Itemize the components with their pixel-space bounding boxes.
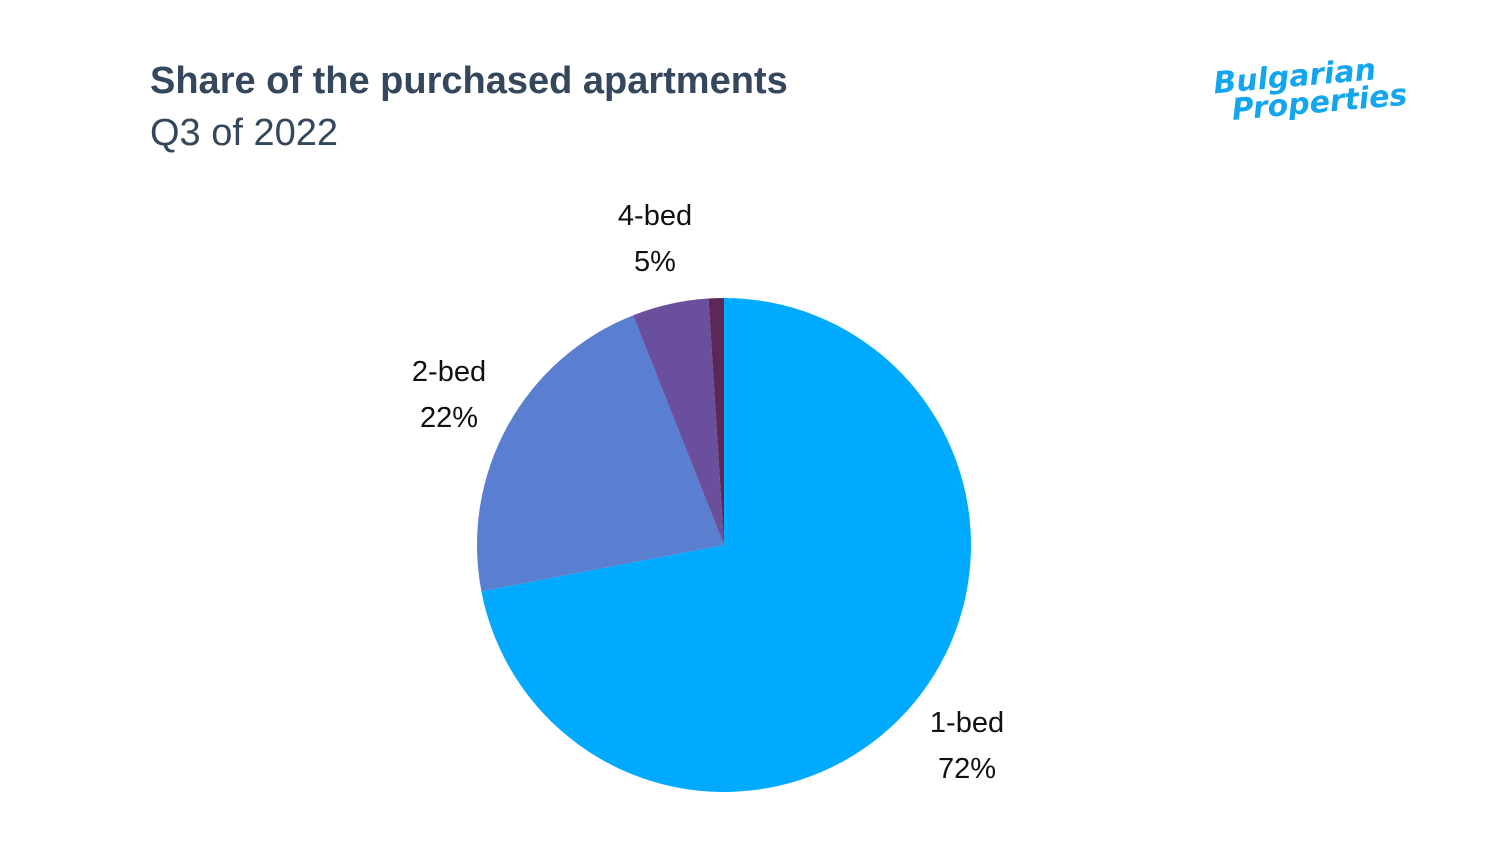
slice-label-2-bed: 2-bed 22%: [369, 349, 529, 441]
pie-slice-unlabeled-3: [708, 298, 724, 545]
chart-subtitle: Q3 of 2022: [150, 112, 339, 154]
bulgarian-properties-logo: Bulgarian Properties: [1212, 50, 1432, 128]
slice-label-1-bed: 1-bed 72%: [887, 700, 1047, 792]
slice-label-name: 2-bed: [411, 356, 487, 388]
chart-title: Share of the purchased apartments: [150, 60, 788, 102]
pie-slice-1-bed: [481, 298, 972, 792]
slice-label-name: 4-bed: [617, 200, 693, 232]
slice-label-value: 5%: [634, 246, 676, 278]
slice-label-name: 1-bed: [929, 707, 1005, 739]
pie-slice-4-bed: [633, 298, 724, 545]
pie-slice-2-bed: [477, 315, 724, 592]
slice-label-value: 22%: [419, 402, 479, 434]
slice-label-value: 72%: [937, 753, 997, 785]
slice-label-4-bed: 4-bed 5%: [575, 193, 735, 285]
